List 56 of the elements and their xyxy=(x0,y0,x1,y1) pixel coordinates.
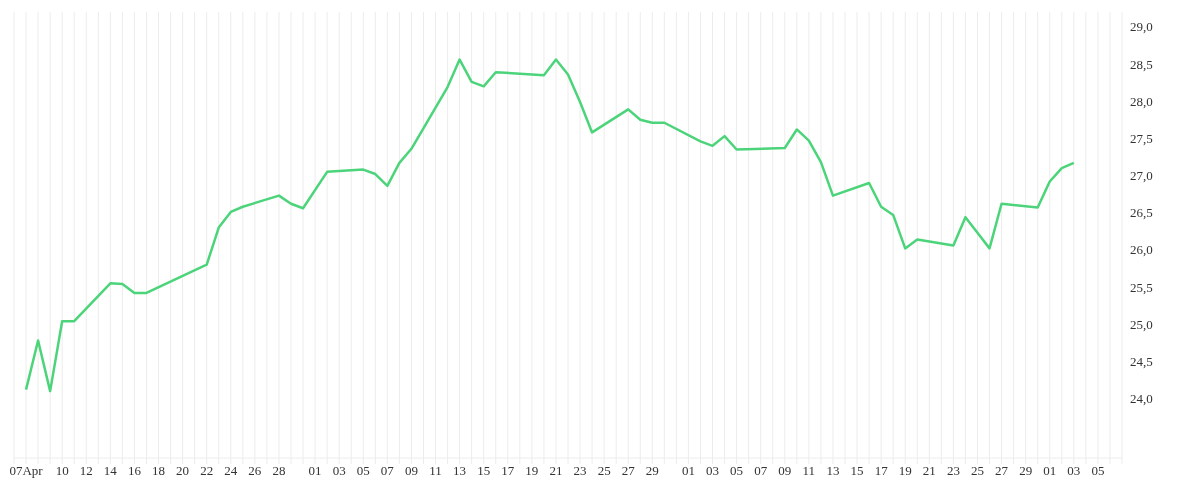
x-tick-label: 07 xyxy=(380,463,395,479)
x-tick-label: 11 xyxy=(802,463,816,479)
x-tick-label: 20 xyxy=(176,463,190,479)
x-tick-label: 03 xyxy=(1067,463,1081,479)
y-tick-label: 28,5 xyxy=(1130,56,1153,72)
x-tick-label: 13 xyxy=(826,463,840,479)
x-tick-label: 15 xyxy=(850,463,864,479)
x-tick-label: 09 xyxy=(778,463,792,479)
x-tick-label: 21 xyxy=(549,463,563,479)
x-tick-label: 22 xyxy=(200,463,214,479)
x-tick-label: 03 xyxy=(706,463,720,479)
x-tick-label: 01 xyxy=(308,463,322,479)
x-tick-label: 03 xyxy=(332,463,346,479)
x-tick-label: 19 xyxy=(525,463,539,479)
x-tick-label: 16 xyxy=(127,463,142,479)
x-tick-label: 07 xyxy=(754,463,768,479)
y-tick-label: 26,0 xyxy=(1130,242,1153,258)
y-tick-label: 27,5 xyxy=(1130,130,1153,146)
y-tick-label: 29,0 xyxy=(1130,19,1153,35)
x-tick-label: 21 xyxy=(922,463,936,479)
x-tick-label: 24 xyxy=(224,463,238,479)
x-tick-label: 29 xyxy=(645,463,659,479)
x-tick-label: 27 xyxy=(621,463,636,479)
x-tick-label: 05 xyxy=(730,463,744,479)
x-tick-label: 17 xyxy=(874,463,889,479)
x-tick-label: 29 xyxy=(1019,463,1033,479)
x-tick-label: 01 xyxy=(1043,463,1057,479)
x-tick-label: 05 xyxy=(356,463,370,479)
y-tick-label: 24,0 xyxy=(1130,391,1153,407)
x-tick-label: 23 xyxy=(946,463,960,479)
x-tick-label: 25 xyxy=(970,463,984,479)
line-series xyxy=(24,58,1076,393)
x-tick-label: 01 xyxy=(681,463,695,479)
x-tick-label: 28 xyxy=(272,463,286,479)
y-tick-label: 25,0 xyxy=(1130,316,1153,332)
y-tick-label: 26,5 xyxy=(1130,205,1153,221)
x-tick-label: 18 xyxy=(152,463,166,479)
y-tick-label: 27,0 xyxy=(1130,168,1153,184)
y-tick-label: 24,5 xyxy=(1130,353,1153,369)
x-tick-label: 27 xyxy=(995,463,1009,479)
x-tick-label: 15 xyxy=(477,463,491,479)
x-tick-label: 09 xyxy=(404,463,418,479)
x-tick-label: 05 xyxy=(1091,463,1105,479)
x-tick-label: 07Apr xyxy=(9,463,44,479)
x-tick-label: 14 xyxy=(103,463,118,479)
x-tick-label: 11 xyxy=(429,463,442,479)
y-tick-label: 28,0 xyxy=(1130,93,1153,109)
x-tick-label: 26 xyxy=(248,463,262,479)
x-tick-label: 17 xyxy=(501,463,515,479)
x-tick-label: 13 xyxy=(453,463,467,479)
x-tick-label: 12 xyxy=(79,463,93,479)
x-tick-label: 10 xyxy=(55,463,69,479)
x-tick-label: 25 xyxy=(597,463,611,479)
x-tick-label: 19 xyxy=(898,463,912,479)
x-tick-label: 23 xyxy=(573,463,587,479)
y-tick-label: 25,5 xyxy=(1130,279,1153,295)
